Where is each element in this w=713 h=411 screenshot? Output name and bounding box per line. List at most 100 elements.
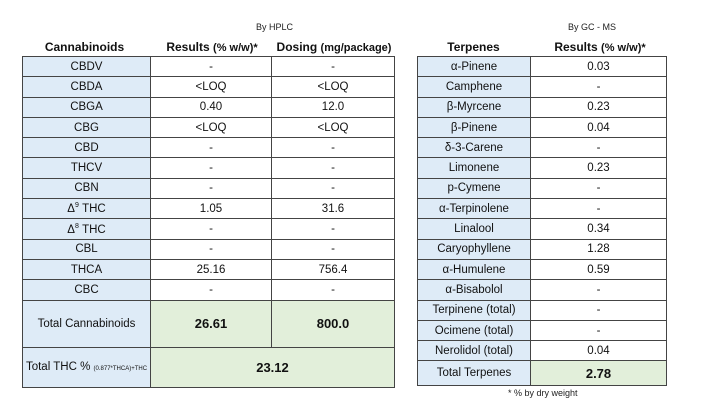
cannabinoid-dose: - [271, 157, 395, 179]
total-cannabinoids-dose: 800.0 [271, 299, 395, 348]
terpene-result: - [530, 76, 667, 98]
terpene-result: 0.03 [530, 55, 667, 78]
table-row: Limonene 0.23 [417, 157, 667, 179]
total-terpenes-result: 2.78 [530, 360, 667, 387]
terpene-result: 1.28 [530, 238, 667, 260]
cannabinoid-dose: - [271, 177, 395, 200]
cannabinoid-name: CBC [22, 279, 151, 301]
cannabinoid-result: - [150, 279, 272, 301]
gcms-method-label: By GC - MS [568, 22, 617, 32]
terpene-name: Limonene [417, 157, 531, 179]
terpene-name: Ocimene (total) [417, 319, 531, 342]
terpene-result: 0.59 [530, 258, 667, 281]
terpene-name: Camphene [417, 76, 531, 98]
cannabinoid-name: CBDV [22, 55, 151, 78]
terpene-name: Nerolidol (total) [417, 340, 531, 362]
cannabinoid-name: CBG [22, 116, 151, 139]
cannabinoid-result: - [150, 55, 272, 78]
table-row: CBGA 0.40 12.0 [22, 96, 395, 118]
terpene-results-header: Results (% w/w)* [554, 40, 646, 54]
terpene-name: α-Bisabolol [417, 279, 531, 301]
cannabinoid-suffix: THC [78, 223, 106, 236]
cannabinoids-table: CBDV - - CBDA <LOQ <LOQ CBGA 0.40 12.0 CBG <LOQ <LO… [22, 55, 395, 388]
table-row: CBDV - - [22, 55, 395, 78]
cannabinoid-result: - [150, 137, 272, 159]
terpenes-table: α-Pinene 0.03 Camphene - β-Myrcene 0.23 β-Pine… [417, 55, 667, 387]
cannabinoid-result: 1.05 [150, 198, 272, 220]
terpene-name: β-Myrcene [417, 96, 531, 118]
cannabinoid-result: - [150, 177, 272, 200]
cannabinoid-dose: <LOQ [271, 76, 395, 98]
cannabinoid-name: THCA [22, 258, 151, 281]
table-row: THCV - - [22, 157, 395, 179]
terpene-name: α-Humulene [417, 258, 531, 281]
table-row: α-Pinene 0.03 [417, 55, 667, 78]
cannabinoid-dose: - [271, 279, 395, 301]
terpene-result: 0.04 [530, 116, 667, 139]
cannabinoid-result: - [150, 238, 272, 260]
table-row: CBD - - [22, 137, 395, 159]
total-cannabinoids-label: Total Cannabinoids [22, 299, 151, 348]
cannabinoid-symbol: Δ [67, 203, 75, 216]
table-row: p-Cymene - [417, 177, 667, 200]
table-row: α-Terpinolene - [417, 198, 667, 220]
table-row: Ocimene (total) - [417, 319, 667, 342]
table-row: THCA 25.16 756.4 [22, 258, 395, 281]
cannabinoid-dose: - [271, 137, 395, 159]
total-thc-label: Total THC % (0.877*THCA)+THC [22, 346, 151, 388]
cannabinoid-dose: 31.6 [271, 198, 395, 220]
terpene-result: - [530, 198, 667, 220]
cannabinoid-dose: 12.0 [271, 96, 395, 118]
terpene-name: Terpinene (total) [417, 299, 531, 321]
terpene-name: p-Cymene [417, 177, 531, 200]
total-cannabinoids-result: 26.61 [150, 299, 272, 348]
table-row: CBDA <LOQ <LOQ [22, 76, 395, 98]
cannabinoid-result: <LOQ [150, 116, 272, 139]
table-row: α-Bisabolol - [417, 279, 667, 301]
total-terpenes-label: Total Terpenes [417, 360, 531, 387]
cannabinoid-name: CBGA [22, 96, 151, 118]
terpene-result: - [530, 319, 667, 342]
terpene-result: - [530, 177, 667, 200]
cannabinoid-dosing-header: Dosing (mg/package) [276, 40, 392, 54]
terpene-name: α-Pinene [417, 55, 531, 78]
cannabinoid-result: <LOQ [150, 76, 272, 98]
terpene-name: α-Terpinolene [417, 198, 531, 220]
hplc-method-label: By HPLC [256, 22, 294, 32]
cannabinoid-results-header: Results (% w/w)* [166, 40, 258, 54]
table-row: Δ8 THC - - [22, 218, 395, 240]
terpene-name: Linalool [417, 218, 531, 240]
table-row: Nerolidol (total) 0.04 [417, 340, 667, 362]
terpenes-header: Terpenes [447, 40, 500, 54]
terpene-result: - [530, 299, 667, 321]
terpene-name: β-Pinene [417, 116, 531, 139]
cannabinoid-name: Δ9 THC [22, 198, 151, 220]
cannabinoid-symbol: Δ [67, 223, 75, 236]
table-row: CBC - - [22, 279, 395, 301]
terpene-name: δ-3-Carene [417, 137, 531, 159]
cannabinoid-result: 0.40 [150, 96, 272, 118]
table-row: Caryophyllene 1.28 [417, 238, 667, 260]
table-row: CBN - - [22, 177, 395, 200]
terpene-name: Caryophyllene [417, 238, 531, 260]
terpene-result: 0.34 [530, 218, 667, 240]
table-row: α-Humulene 0.59 [417, 258, 667, 281]
terpene-result: - [530, 279, 667, 301]
cannabinoid-name: CBL [22, 238, 151, 260]
table-row: Linalool 0.34 [417, 218, 667, 240]
cannabinoid-name: THCV [22, 157, 151, 179]
cannabinoid-name: CBDA [22, 76, 151, 98]
cannabinoid-name: Δ8 THC [22, 218, 151, 240]
table-row: β-Myrcene 0.23 [417, 96, 667, 118]
cannabinoid-suffix: THC [78, 203, 106, 216]
table-row: β-Pinene 0.04 [417, 116, 667, 139]
table-row: CBL - - [22, 238, 395, 260]
cannabinoid-result: - [150, 157, 272, 179]
cannabinoid-dose: - [271, 238, 395, 260]
cannabinoid-name: CBN [22, 177, 151, 200]
terpene-result: 0.23 [530, 157, 667, 179]
dry-weight-footnote: * % by dry weight [508, 388, 578, 398]
cannabinoid-name: CBD [22, 137, 151, 159]
cannabinoid-superscript: 8 [74, 222, 79, 230]
cannabinoid-dose: - [271, 55, 395, 78]
